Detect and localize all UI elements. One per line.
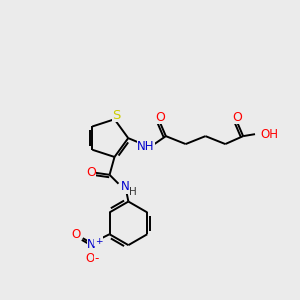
Text: O: O bbox=[232, 111, 242, 124]
Text: O: O bbox=[86, 166, 96, 179]
Text: O: O bbox=[85, 251, 94, 265]
Text: +: + bbox=[95, 237, 102, 246]
Text: N: N bbox=[121, 180, 130, 193]
Text: S: S bbox=[112, 109, 121, 122]
Text: OH: OH bbox=[260, 128, 278, 141]
Text: O: O bbox=[71, 228, 80, 241]
Text: NH: NH bbox=[137, 140, 155, 152]
Text: H: H bbox=[130, 187, 137, 196]
Text: O: O bbox=[155, 111, 165, 124]
Text: -: - bbox=[94, 253, 99, 266]
Text: N: N bbox=[87, 238, 96, 250]
